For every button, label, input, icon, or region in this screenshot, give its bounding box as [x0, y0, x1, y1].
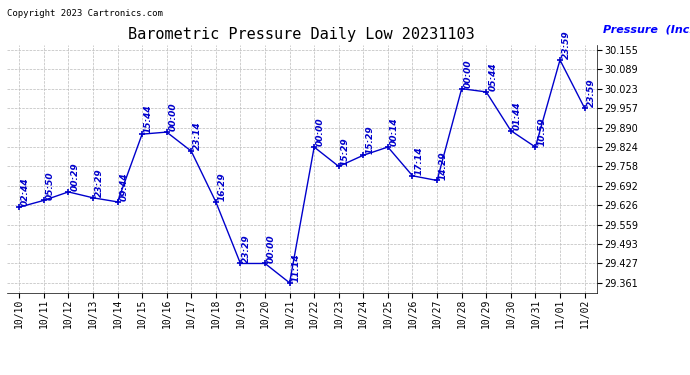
Text: 17:14: 17:14: [415, 146, 424, 175]
Text: 09:44: 09:44: [119, 172, 128, 201]
Text: 11:14: 11:14: [292, 254, 301, 282]
Text: 23:29: 23:29: [95, 168, 104, 197]
Text: 00:00: 00:00: [464, 59, 473, 88]
Text: 16:29: 16:29: [218, 172, 227, 201]
Text: 00:00: 00:00: [316, 117, 325, 146]
Text: 00:00: 00:00: [168, 103, 177, 131]
Text: 00:29: 00:29: [70, 162, 79, 191]
Text: 01:44: 01:44: [513, 101, 522, 130]
Text: 15:29: 15:29: [365, 126, 374, 154]
Text: 02:44: 02:44: [21, 178, 30, 206]
Title: Barometric Pressure Daily Low 20231103: Barometric Pressure Daily Low 20231103: [128, 27, 475, 42]
Text: 15:44: 15:44: [144, 105, 153, 133]
Text: Pressure  (Inches/Hg): Pressure (Inches/Hg): [603, 25, 690, 35]
Text: 00:00: 00:00: [267, 234, 276, 262]
Text: 23:59: 23:59: [586, 78, 595, 107]
Text: 05:44: 05:44: [489, 62, 497, 91]
Text: 23:14: 23:14: [193, 122, 202, 150]
Text: 14:29: 14:29: [439, 151, 448, 180]
Text: 05:50: 05:50: [46, 171, 55, 200]
Text: 00:14: 00:14: [390, 117, 399, 146]
Text: 10:59: 10:59: [538, 117, 546, 146]
Text: 23:29: 23:29: [242, 234, 251, 262]
Text: Copyright 2023 Cartronics.com: Copyright 2023 Cartronics.com: [7, 9, 163, 18]
Text: 15:29: 15:29: [341, 137, 350, 165]
Text: 23:59: 23:59: [562, 30, 571, 59]
